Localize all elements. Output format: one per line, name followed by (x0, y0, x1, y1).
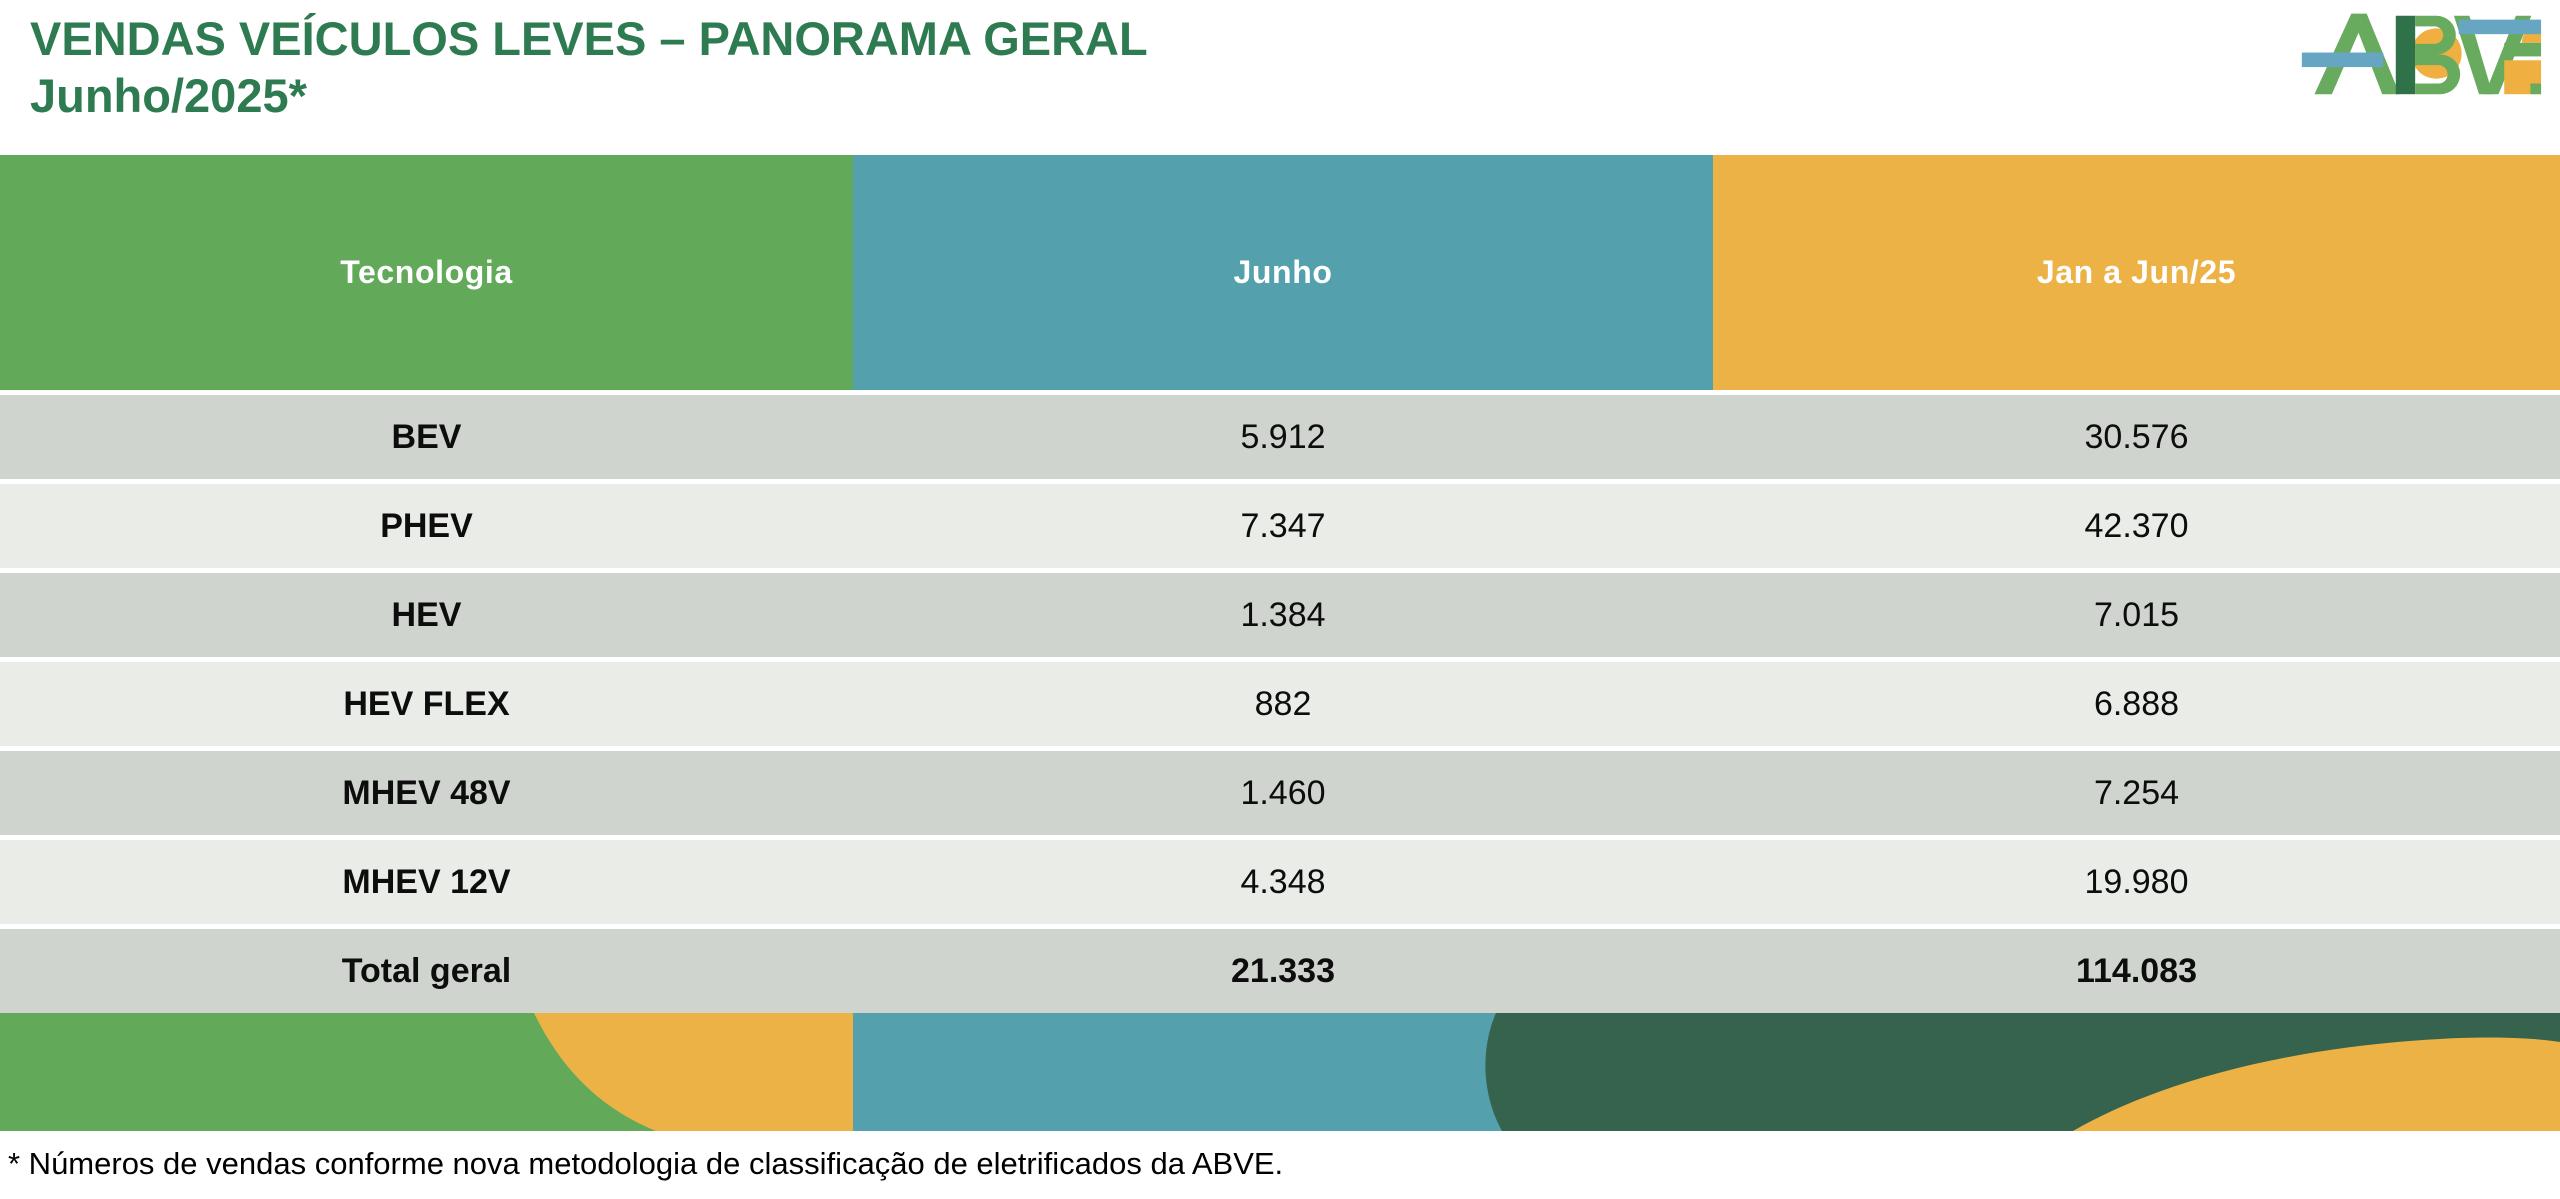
abve-logo-icon (2301, 13, 2542, 95)
logo-letter-e-mid (2504, 42, 2542, 57)
junho-value: 21.333 (1231, 951, 1335, 990)
deco-teal-band (853, 1013, 1513, 1131)
page-title: VENDAS VEÍCULOS LEVES – PANORAMA GERAL (30, 12, 1148, 65)
jan-jun-value: 114.083 (2075, 951, 2198, 990)
tech-label: HEV FLEX (343, 684, 510, 723)
junho-value: 7.347 (1240, 506, 1326, 545)
table-header-row: Tecnologia Junho Jan a Jun/25 (0, 155, 2560, 390)
tech-label: Total geral (341, 951, 512, 990)
column-header-tecnologia: Tecnologia (0, 155, 853, 390)
logo-blue-top-bar (2458, 19, 2542, 35)
tech-label: BEV (391, 417, 462, 456)
tech-label: HEV (391, 595, 462, 634)
tech-label: MHEV 48V (342, 773, 511, 812)
jan-jun-value: 7.015 (2093, 595, 2180, 634)
jan-jun-value: 19.980 (2084, 862, 2189, 901)
deco-yellow-wedge (534, 1013, 853, 1131)
tech-label: MHEV 12V (342, 862, 511, 901)
footnote: * Números de vendas conforme nova metodo… (8, 1146, 1284, 1181)
table-row-bev: BEV 5.912 30.576 (0, 395, 2560, 479)
jan-jun-value: 42.370 (2084, 506, 2189, 545)
table-row-phev: PHEV 7.347 42.370 (0, 484, 2560, 568)
jan-jun-value: 7.254 (2093, 773, 2180, 812)
table-row-hev: HEV 1.384 7.015 (0, 573, 2560, 657)
decorative-strip (0, 1013, 2560, 1131)
decorative-shapes (0, 1013, 2560, 1131)
logo-letter-e-corner (2530, 83, 2542, 95)
abve-logo (2296, 8, 2544, 100)
column-header-junho: Junho (853, 155, 1713, 390)
jan-jun-value: 30.576 (2084, 417, 2189, 456)
logo-letter-b-stem (2395, 15, 2416, 95)
table-body: BEV 5.912 30.576 PHEV 7.347 42.370 HEV 1… (0, 395, 2560, 1013)
table-row-total: Total geral 21.333 114.083 (0, 929, 2560, 1013)
junho-value: 4.348 (1240, 862, 1326, 901)
junho-value: 5.912 (1240, 417, 1326, 456)
junho-value: 1.460 (1240, 773, 1326, 812)
deco-yellow-ellipse (2073, 1037, 2560, 1131)
logo-letter-b-bowls (2415, 15, 2461, 95)
logo-letter-v-left (2453, 15, 2493, 95)
tech-label: PHEV (380, 506, 473, 545)
logo-blue-crossbar (2301, 52, 2384, 68)
table-row-mhev-48v: MHEV 48V 1.460 7.254 (0, 751, 2560, 835)
table-row-mhev-12v: MHEV 12V 4.348 19.980 (0, 840, 2560, 924)
column-header-jan-a-jun: Jan a Jun/25 (1713, 155, 2560, 390)
slide-title-block: VENDAS VEÍCULOS LEVES – PANORAMA GERAL J… (30, 10, 1148, 124)
table-row-hev-flex: HEV FLEX 882 6.888 (0, 662, 2560, 746)
junho-value: 882 (1254, 684, 1312, 723)
jan-jun-value: 6.888 (2093, 684, 2180, 723)
junho-value: 1.384 (1240, 595, 1326, 634)
page-subtitle: Junho/2025* (30, 69, 307, 122)
